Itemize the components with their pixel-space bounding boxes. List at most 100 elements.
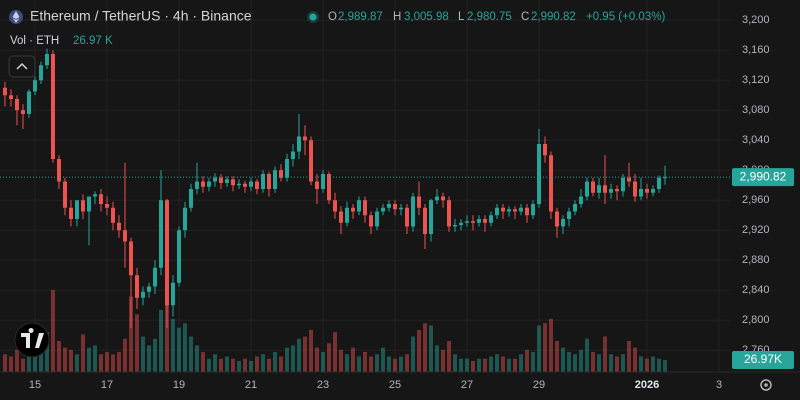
candle-body [471, 221, 476, 223]
volume-bar [260, 354, 265, 372]
x-tick-label: 23 [317, 379, 329, 391]
candle-body [477, 219, 482, 223]
candle-body [332, 200, 337, 212]
volume-bar [158, 309, 163, 372]
volume-bar [519, 354, 524, 372]
logo[interactable] [14, 322, 50, 358]
candle-body [525, 207, 530, 216]
volume-bar [423, 323, 428, 372]
volume-bar [591, 352, 596, 372]
candle-body [116, 222, 121, 231]
price-label-box [732, 168, 794, 187]
low-value: 2,980.75 [467, 11, 512, 23]
volume-bar [8, 356, 13, 372]
candle-body [8, 95, 13, 99]
volume-bar [272, 352, 277, 372]
volume-bar [248, 360, 253, 372]
volume-label: Vol · ETH [10, 35, 59, 47]
volume-bar [549, 318, 554, 372]
candle-body [573, 204, 578, 212]
candle-body [284, 159, 289, 178]
candle-body [164, 200, 169, 306]
candle-body [405, 207, 410, 227]
x-tick-label: 19 [173, 379, 185, 391]
candle-body [507, 209, 512, 212]
volume-bar [441, 349, 446, 372]
volume-bar [146, 345, 151, 372]
volume-bar [236, 360, 241, 372]
volume-bar [152, 338, 157, 372]
candle-body [62, 181, 67, 208]
volume-bar [597, 354, 602, 372]
y-tick-label: 3,160 [742, 44, 770, 56]
settings-button[interactable] [760, 379, 772, 391]
candle-body [38, 65, 43, 81]
open-value: 2,989.87 [338, 11, 383, 23]
candle-body [290, 151, 295, 159]
volume-bar [332, 332, 337, 372]
volume-bar [140, 336, 145, 372]
volume-bar [513, 358, 518, 372]
candle-body [26, 91, 31, 114]
volume-bar [164, 301, 169, 372]
candle-body [591, 181, 596, 193]
candle-body [495, 207, 500, 216]
candle-body [50, 54, 55, 159]
candle-body [242, 183, 247, 187]
volume-bar [603, 336, 608, 372]
volume-bar [68, 349, 73, 372]
candle-body [224, 179, 229, 183]
volume-bar [399, 356, 404, 372]
volume-bar [489, 356, 494, 372]
volume-bar [290, 345, 295, 372]
volume-bar [278, 356, 283, 372]
volume-bar [579, 349, 584, 372]
volume-bar [459, 358, 464, 372]
candle-body [543, 144, 548, 156]
y-tick-label: 3,080 [742, 104, 770, 116]
candle-body [236, 183, 241, 186]
volume-bar [417, 329, 422, 372]
volume-bar [609, 354, 614, 372]
x-tick-label: 3 [716, 379, 722, 391]
candle-body [14, 99, 19, 111]
volume-bar [381, 347, 386, 372]
volume-bar [657, 358, 662, 372]
x-tick-label: 21 [245, 379, 257, 391]
volume-bar [122, 338, 127, 372]
volume-bar [92, 345, 97, 372]
y-tick-label: 3,200 [742, 14, 770, 26]
volume-bar [302, 336, 307, 372]
candle-body [200, 181, 205, 187]
candle-body [393, 204, 398, 210]
volume-bar [14, 349, 19, 372]
y-tick-label: 2,920 [742, 224, 770, 236]
symbol-title[interactable]: Ethereum / TetherUS · 4h · Binance [30, 8, 252, 24]
volume-bar [176, 327, 181, 372]
candle-body [399, 207, 404, 210]
candle-body [663, 177, 668, 179]
grid [0, 0, 730, 372]
volume-bar [116, 352, 121, 372]
candle-body [417, 196, 422, 208]
volume-bar [314, 347, 319, 372]
axes: 2,7602,8002,8402,8802,9202,9603,0003,040… [0, 14, 800, 391]
volume-bar [393, 358, 398, 372]
volume-bar [543, 323, 548, 372]
candle-body [98, 194, 103, 204]
volume-bar [561, 347, 566, 372]
volume-bar [495, 354, 500, 372]
volume-bar [38, 340, 43, 372]
candle-body [344, 207, 349, 223]
collapse-button[interactable] [8, 55, 36, 78]
volume-bar [627, 340, 632, 372]
settings-icon [764, 383, 768, 387]
volume-bar [387, 356, 392, 372]
candle-body [627, 177, 632, 182]
candle-body [483, 219, 488, 223]
volume-bar [651, 356, 656, 372]
logo-glyph [21, 327, 44, 348]
high-label: H [393, 11, 401, 23]
volume-bar [50, 290, 55, 372]
